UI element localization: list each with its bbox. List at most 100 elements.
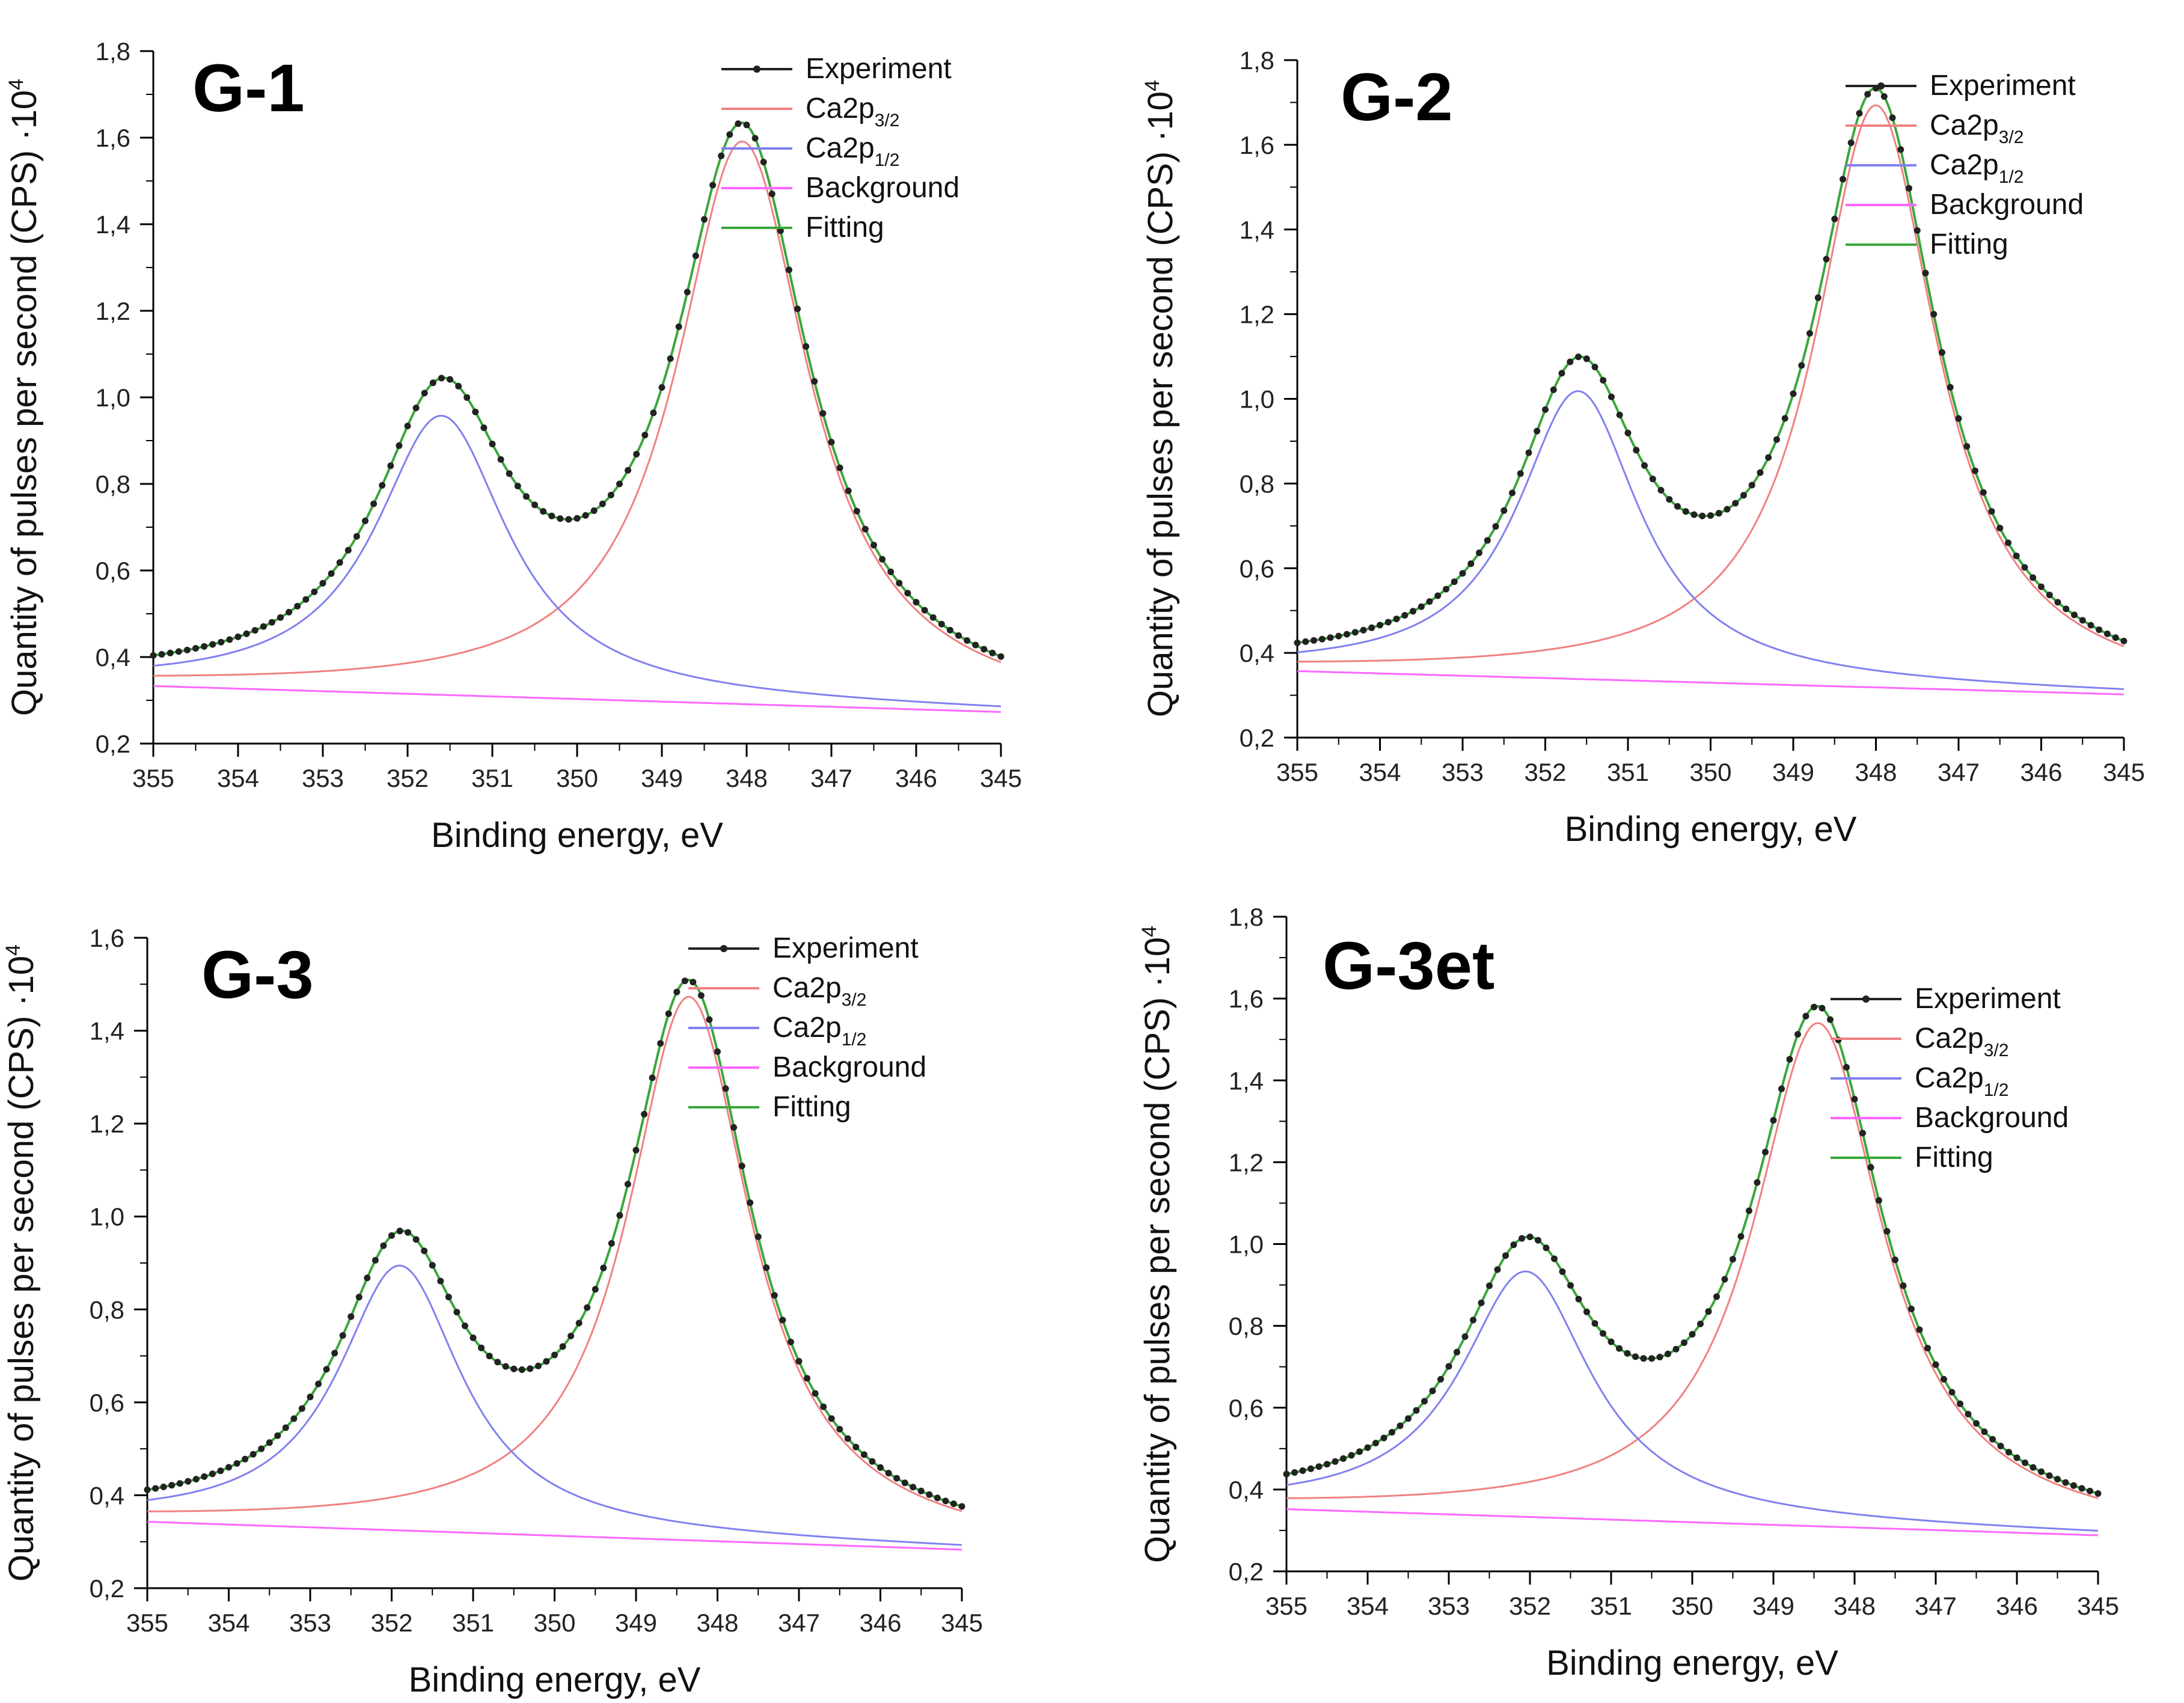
panel-title: G-3: [201, 937, 314, 1012]
experiment-point: [551, 1351, 558, 1359]
experiment-point: [2046, 1472, 2053, 1479]
experiment-point: [527, 1365, 534, 1372]
legend-label: Ca2p3/2: [806, 93, 899, 130]
x-tick-label: 355: [126, 1609, 168, 1637]
experiment-point: [510, 1365, 518, 1372]
legend-label-subscript: 3/2: [1984, 1041, 2009, 1060]
experiment-point: [461, 1322, 468, 1330]
experiment-point: [534, 1362, 542, 1369]
y-tick-label: 1,2: [1240, 301, 1274, 329]
experiment-point: [828, 1415, 835, 1422]
y-tick-label: 0,6: [96, 557, 130, 585]
y-axis-title: Quantity of pulses per second (CPS) ·104: [5, 79, 44, 716]
experiment-point: [217, 1467, 224, 1475]
experiment-point: [144, 1486, 151, 1493]
experiment-point: [2112, 634, 2119, 641]
experiment-point: [690, 979, 697, 986]
x-tick-label: 347: [1938, 758, 1980, 786]
experiment-point: [730, 1124, 738, 1131]
experiment-point: [1916, 1326, 1923, 1333]
experiment-point: [447, 376, 453, 383]
x-tick-label: 348: [1855, 758, 1897, 786]
ca2p12-line: [1286, 1270, 2099, 1532]
experiment-point: [901, 1479, 908, 1487]
experiment-point: [1980, 489, 1987, 496]
legend-label-subscript: 3/2: [842, 990, 867, 1010]
experiment-point: [2030, 1464, 2037, 1471]
experiment-point: [1575, 1295, 1582, 1303]
experiment-point: [1348, 1452, 1355, 1459]
experiment-point: [242, 1455, 249, 1463]
experiment-point: [1543, 1244, 1550, 1252]
experiment-point: [608, 1240, 615, 1247]
y-tick-label: 1,2: [1229, 1148, 1264, 1176]
experiment-point: [388, 1232, 395, 1239]
ca2p12-line: [147, 1264, 962, 1546]
experiment-point: [1624, 1350, 1631, 1357]
experiment-point: [1434, 592, 1442, 599]
experiment-point: [1715, 510, 1722, 517]
experiment-point: [1794, 1031, 1801, 1038]
experiment-point: [1500, 507, 1508, 514]
experiment-point: [243, 630, 250, 637]
x-tick-label: 355: [1265, 1592, 1308, 1620]
experiment-point: [290, 1415, 298, 1422]
experiment-point: [339, 1332, 346, 1339]
experiment-point: [1299, 1467, 1306, 1474]
y-axis-exponent: 4: [5, 79, 28, 90]
experiment-point: [1762, 1149, 1769, 1155]
experiment-point: [497, 456, 504, 463]
legend-marker: [1877, 82, 1885, 90]
legend-label-subscript: 1/2: [842, 1030, 867, 1050]
experiment-point: [445, 1294, 452, 1301]
experiment-point: [1283, 1470, 1290, 1478]
experiment-point: [1681, 1339, 1687, 1347]
experiment-point: [751, 135, 759, 142]
x-tick-label: 350: [556, 764, 598, 792]
experiment-point: [697, 992, 705, 999]
legend-label: Background: [1930, 189, 2084, 221]
y-tick-label: 1,0: [90, 1203, 124, 1231]
experiment-point: [1641, 462, 1648, 469]
experiment-point: [921, 607, 928, 614]
experiment-point: [964, 637, 971, 644]
experiment-point: [910, 1484, 917, 1491]
x-tick-label: 346: [859, 1609, 901, 1637]
legend: ExperimentCa2p3/2Ca2p1/2BackgroundFittin…: [721, 53, 959, 243]
experiment-point: [1380, 1434, 1387, 1442]
experiment-point: [1773, 436, 1780, 443]
legend-label: Fitting: [1930, 228, 2008, 260]
y-axis-exponent: 4: [2, 944, 25, 956]
experiment-point: [1981, 1428, 1988, 1435]
experiment-point: [1526, 1234, 1534, 1241]
experiment-point: [494, 1359, 501, 1366]
x-tick-label: 354: [217, 764, 259, 792]
experiment-point: [1963, 443, 1971, 450]
experiment-point: [437, 1277, 444, 1285]
y-tick-label: 0,8: [1240, 469, 1274, 498]
experiment-point: [315, 1380, 322, 1387]
x-tick-label: 355: [1276, 758, 1318, 786]
ca2p32-line: [147, 995, 962, 1512]
experiment-point: [233, 1460, 240, 1467]
y-tick-label: 1,4: [1240, 216, 1274, 244]
experiment-point: [2063, 605, 2070, 613]
background-line: [1297, 670, 2124, 696]
experiment-point: [294, 602, 301, 610]
experiment-point: [938, 620, 945, 628]
experiment-point: [1957, 1400, 1963, 1407]
legend-label: Background: [772, 1051, 926, 1083]
experiment-point: [1955, 415, 1962, 422]
experiment-point: [2013, 1454, 2020, 1461]
experiment-point: [942, 1497, 949, 1505]
experiment-point: [362, 518, 369, 524]
x-tick-label: 348: [1834, 1592, 1876, 1620]
experiment-point: [1360, 626, 1367, 634]
experiment-point: [1859, 1130, 1866, 1137]
experiment-point: [518, 1366, 525, 1373]
experiment-point: [1737, 1233, 1745, 1240]
experiment-point: [514, 483, 521, 489]
experiment-point: [1892, 1256, 1898, 1264]
y-axis-title: Quantity of pulses per second (CPS) ·104: [2, 944, 41, 1582]
